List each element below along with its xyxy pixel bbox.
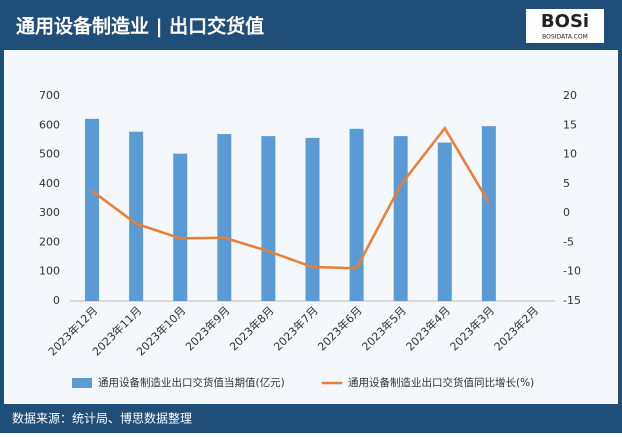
y2-tick-label: -15 bbox=[563, 294, 581, 307]
y-tick-label: 700 bbox=[39, 89, 60, 102]
y-tick-label: 400 bbox=[39, 177, 60, 190]
bar bbox=[393, 136, 408, 301]
legend-label: 通用设备制造业出口交货值同比增长(%) bbox=[348, 376, 534, 389]
y-tick-label: 600 bbox=[39, 118, 60, 131]
legend-label: 通用设备制造业出口交货值当期值(亿元) bbox=[98, 376, 285, 389]
logo-box bbox=[526, 9, 604, 43]
bar bbox=[481, 126, 496, 302]
y-tick-label: 0 bbox=[53, 294, 60, 307]
logo-sub: BOSIDATA.COM bbox=[542, 34, 588, 41]
y-tick-label: 300 bbox=[39, 206, 60, 219]
y2-tick-label: 20 bbox=[563, 89, 577, 102]
y-tick-label: 100 bbox=[39, 265, 60, 278]
bar bbox=[437, 142, 452, 301]
bar bbox=[85, 118, 100, 301]
bar bbox=[305, 137, 320, 301]
y-tick-label: 200 bbox=[39, 235, 60, 248]
legend-swatch bbox=[72, 378, 92, 388]
y2-tick-label: 0 bbox=[563, 206, 570, 219]
y2-tick-label: -5 bbox=[563, 235, 574, 248]
bar bbox=[217, 134, 232, 301]
source: 数据来源：统计局、博思数据整理 bbox=[12, 411, 192, 426]
page-title: 通用设备制造业 | 出口交货值 bbox=[16, 15, 264, 38]
y2-tick-label: 5 bbox=[563, 177, 570, 190]
y-tick-label: 500 bbox=[39, 148, 60, 161]
y2-tick-label: 15 bbox=[563, 118, 577, 131]
line bbox=[91, 125, 490, 270]
logo: BOSi bbox=[541, 11, 589, 32]
y2-tick-label: -10 bbox=[563, 265, 581, 278]
y2-tick-label: 10 bbox=[563, 148, 577, 161]
bar bbox=[349, 128, 364, 301]
bar bbox=[173, 153, 188, 301]
bar bbox=[129, 131, 144, 301]
bar bbox=[261, 136, 276, 301]
